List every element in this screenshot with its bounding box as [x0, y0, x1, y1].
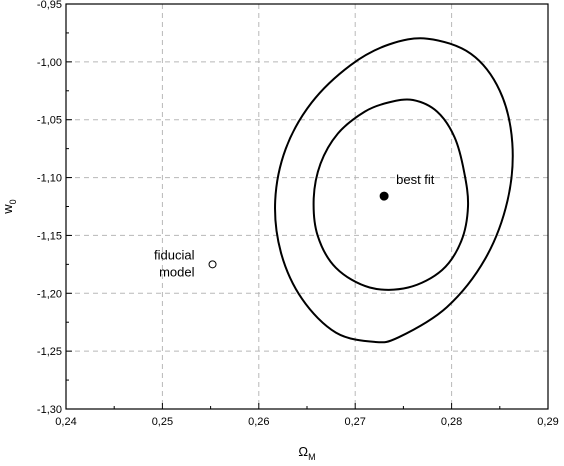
fiducial-point — [208, 260, 217, 269]
fiducial-label-line: model — [159, 264, 195, 279]
x-tick-label: 0,26 — [248, 416, 269, 428]
contour-inner — [312, 98, 470, 291]
x-axis-title: ΩM — [298, 444, 315, 462]
y-tick-label: -1,25 — [37, 346, 62, 358]
y-tick-label: -1,05 — [37, 115, 62, 127]
x-tick-label: 0,24 — [55, 416, 76, 428]
contour-outer — [274, 37, 514, 344]
grid — [66, 4, 548, 409]
x-axis-title-sub: M — [308, 452, 316, 462]
y-axis-title-sub: 0 — [8, 199, 18, 204]
y-tick-label: -1,10 — [37, 173, 62, 185]
y-axis-title-main: w — [0, 204, 15, 215]
best-fit-label: best fit — [396, 172, 435, 187]
fiducial-label-line: fiducial — [154, 247, 195, 262]
data-points: best fit fiducial model — [154, 172, 435, 279]
x-axis-title-main: Ω — [298, 444, 308, 459]
x-tick-label: 0,27 — [344, 416, 365, 428]
best-fit-point — [379, 191, 389, 201]
y-tick-label: -1,20 — [37, 288, 62, 300]
x-tick-label: 0,29 — [537, 416, 558, 428]
y-axis-title: w0 — [0, 199, 18, 214]
y-tick-label: -1,30 — [37, 404, 62, 416]
confidence-contours — [274, 37, 514, 344]
y-tick-label: -1,15 — [37, 230, 62, 242]
x-tick-label: 0,25 — [152, 416, 173, 428]
y-tick-label: -1,00 — [37, 57, 62, 69]
x-tick-label: 0,28 — [441, 416, 462, 428]
y-tick-label: -0,95 — [37, 0, 62, 11]
axis-ticks: 0,24 0,25 0,26 0,27 0,28 0,29 -0,95 -1,00 -1,05 -… — [37, 0, 559, 428]
